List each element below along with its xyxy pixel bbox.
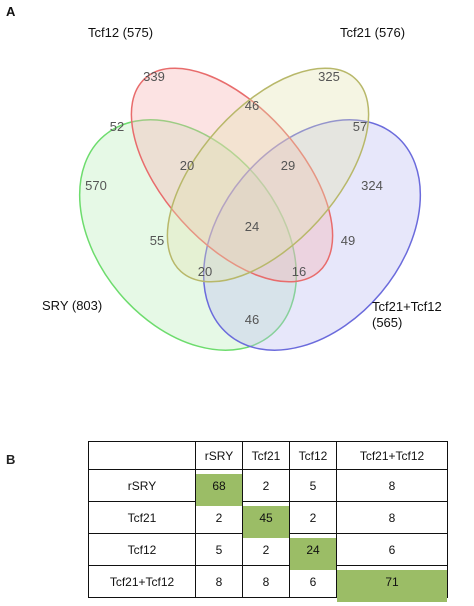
- combo-set-label-line1: Tcf21+Tcf12: [372, 299, 442, 314]
- table-cell: 5: [195, 533, 243, 566]
- column-header-tcf21-tcf12: Tcf21+Tcf12: [336, 441, 448, 470]
- table-row: rSRY 68 2 5 8: [88, 469, 448, 506]
- combo-set-label-line2: (565): [372, 315, 402, 330]
- table-corner-cell: [88, 441, 196, 470]
- table-header-row: rSRY Tcf21 Tcf12 Tcf21+Tcf12: [88, 441, 448, 470]
- count-sry-tcf21: 55: [150, 233, 164, 248]
- count-tcf21-only: 325: [318, 69, 340, 84]
- cell-value: 24: [306, 542, 320, 557]
- count-tcf21-combo: 57: [353, 119, 367, 134]
- count-tcf12-combo: 49: [341, 233, 355, 248]
- panel-a-letter: A: [6, 4, 16, 19]
- count-all-four: 24: [245, 219, 259, 234]
- count-tcf12-only: 339: [143, 69, 165, 84]
- tcf12-set-label: Tcf12 (575): [88, 25, 153, 40]
- table-cell: 8: [195, 565, 243, 598]
- count-combo-only: 324: [361, 178, 383, 193]
- table-row: Tcf21 2 45 2 8: [88, 501, 448, 538]
- count-sry-combo: 46: [245, 312, 259, 327]
- table-cell-highlighted: 24: [289, 533, 337, 570]
- table-cell: 8: [242, 565, 290, 598]
- column-header-tcf12: Tcf12: [289, 441, 337, 470]
- overlap-matrix-table: rSRY Tcf21 Tcf12 Tcf21+Tcf12 rSRY 68 2 5…: [88, 441, 448, 602]
- tcf21-set-ellipse: [166, 67, 370, 283]
- table-cell: 2: [195, 501, 243, 534]
- cell-value: 45: [259, 510, 273, 525]
- count-sry-tcf12-combo: 16: [292, 264, 306, 279]
- row-header-tcf21-tcf12: Tcf21+Tcf12: [88, 565, 196, 598]
- combo-set-ellipse: [202, 119, 422, 351]
- column-header-rsry: rSRY: [195, 441, 243, 470]
- table-row: Tcf12 5 2 24 6: [88, 533, 448, 570]
- row-header-tcf21: Tcf21: [88, 501, 196, 534]
- column-header-tcf21: Tcf21: [242, 441, 290, 470]
- count-sry-tcf21-combo: 20: [198, 264, 212, 279]
- panel-b-letter: B: [6, 452, 16, 467]
- sry-set-label: SRY (803): [42, 298, 102, 313]
- cell-value: 68: [212, 478, 226, 493]
- count-tcf12-tcf21-combo: 29: [281, 158, 295, 173]
- tcf12-set-ellipse: [130, 67, 334, 283]
- table-cell-highlighted: 71: [336, 565, 448, 602]
- table-cell: 6: [289, 565, 337, 598]
- table-cell: 8: [336, 501, 448, 534]
- tcf21-set-label: Tcf21 (576): [340, 25, 405, 40]
- count-tcf12-tcf21: 46: [245, 98, 259, 113]
- count-sry-tcf12: 52: [110, 119, 124, 134]
- row-header-rsry: rSRY: [88, 469, 196, 502]
- table-cell: 6: [336, 533, 448, 566]
- venn-diagram: A Tcf12 (575) Tcf21 (576) SRY (803) Tcf2…: [6, 4, 442, 351]
- table-cell: 2: [242, 469, 290, 502]
- table-cell: 8: [336, 469, 448, 502]
- table-cell-highlighted: 45: [242, 501, 290, 538]
- cell-value: 71: [385, 574, 399, 589]
- table-row: Tcf21+Tcf12 8 8 6 71: [88, 565, 448, 602]
- table-cell: 2: [289, 501, 337, 534]
- count-sry-only: 570: [85, 178, 107, 193]
- row-header-tcf12: Tcf12: [88, 533, 196, 566]
- count-sry-tcf12-tcf21: 20: [180, 158, 194, 173]
- table-cell-highlighted: 68: [195, 469, 243, 506]
- table-cell: 5: [289, 469, 337, 502]
- table-cell: 2: [242, 533, 290, 566]
